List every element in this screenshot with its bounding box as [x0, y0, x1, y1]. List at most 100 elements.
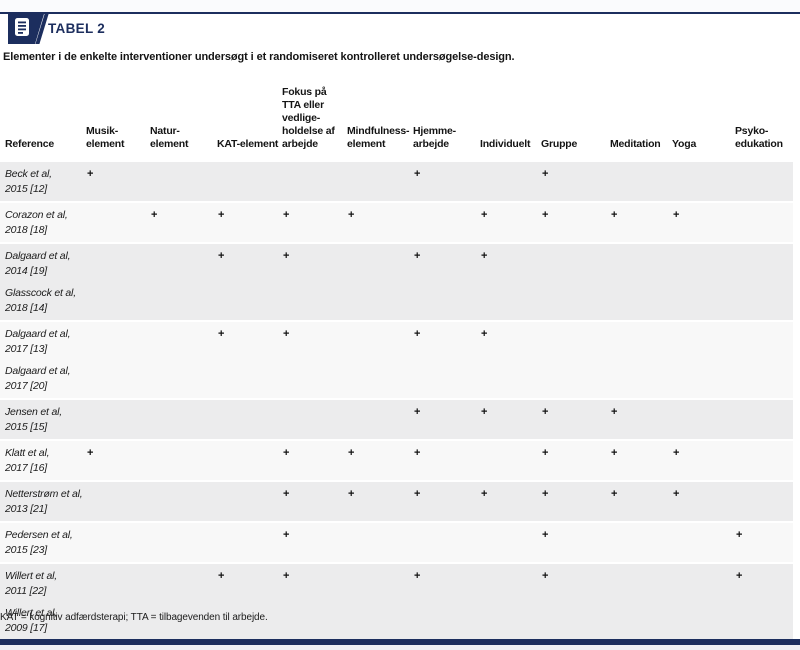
mark-meditation: + [611, 488, 618, 500]
mark-yoga [672, 523, 735, 562]
mark-psyko [735, 482, 793, 521]
mark-kat: + [218, 209, 225, 221]
table-row: Willert et al, 2011 [22] Willert et al, 200… [0, 564, 793, 640]
mark-hjemme [413, 523, 480, 562]
mark-mindfulness: + [348, 488, 355, 500]
mark-gruppe [541, 322, 610, 398]
reference-entry: Jensen et al, 2015 [15] [5, 406, 62, 433]
bottom-strip [0, 645, 800, 650]
mark-fokus: + [283, 570, 290, 582]
mark-natur: + [151, 209, 158, 221]
bottom-bar [0, 639, 800, 645]
mark-mindfulness [347, 322, 413, 398]
reference-entry: Dalgaard et al, 2017 [20] [5, 365, 71, 392]
mark-fokus: + [283, 328, 290, 340]
mark-musik [86, 244, 150, 320]
reference-entry: Willert et al, 2011 [22] [5, 570, 57, 597]
mark-psyko: + [736, 529, 743, 541]
table-badge [8, 14, 44, 44]
column-header-meditation: Meditation [610, 138, 661, 150]
reference-entry: Dalgaard et al, 2014 [19] [5, 250, 71, 277]
mark-individuelt: + [481, 209, 488, 221]
document-icon [14, 17, 30, 42]
mark-gruppe: + [542, 529, 549, 541]
mark-natur [150, 162, 217, 201]
mark-yoga: + [673, 488, 680, 500]
mark-yoga [672, 400, 735, 439]
mark-kat: + [218, 570, 225, 582]
table-row: Pedersen et al, 2015 [23] + + + [0, 523, 793, 562]
table-tag: TABEL 2 [48, 21, 106, 36]
mark-kat: + [218, 328, 225, 340]
mark-psyko [735, 203, 793, 242]
mark-meditation [610, 523, 672, 562]
column-header-mindfulness: Mindfulness-element [347, 125, 410, 150]
mark-natur [150, 441, 217, 480]
reference-cell: Pedersen et al, 2015 [23] [5, 523, 86, 562]
reference-cell: Dalgaard et al, 2014 [19] Glasscock et al,… [5, 244, 86, 320]
mark-meditation [610, 564, 672, 640]
mark-yoga: + [673, 209, 680, 221]
mark-individuelt [480, 564, 541, 640]
reference-cell: Jensen et al, 2015 [15] [5, 400, 86, 439]
reference-cell: Klatt et al, 2017 [16] [5, 441, 86, 480]
mark-kat [217, 482, 282, 521]
reference-entry: Beck et al, 2015 [12] [5, 168, 52, 195]
table-footnote: KAT = kognitiv adfærdsterapi; TTA = tilb… [0, 612, 268, 623]
mark-individuelt [480, 162, 541, 201]
mark-mindfulness [347, 162, 413, 201]
mark-mindfulness [347, 400, 413, 439]
mark-fokus: + [283, 529, 290, 541]
mark-hjemme: + [414, 328, 421, 340]
mark-musik [86, 482, 150, 521]
table-body: Beck et al, 2015 [12] + + + Corazon et al, 201… [0, 162, 793, 642]
mark-meditation [610, 322, 672, 398]
mark-individuelt: + [481, 250, 488, 262]
mark-meditation: + [611, 447, 618, 459]
mark-natur [150, 523, 217, 562]
mark-psyko [735, 441, 793, 480]
mark-kat [217, 441, 282, 480]
mark-individuelt [480, 441, 541, 480]
reference-cell: Dalgaard et al, 2017 [13] Dalgaard et al, 2… [5, 322, 86, 398]
mark-musik [86, 564, 150, 640]
table-row: Beck et al, 2015 [12] + + + [0, 162, 793, 201]
mark-psyko [735, 244, 793, 320]
mark-natur [150, 482, 217, 521]
mark-hjemme: + [414, 447, 421, 459]
mark-gruppe [541, 244, 610, 320]
column-header-psyko: Psyko-edukation [735, 125, 783, 150]
mark-kat [217, 400, 282, 439]
mark-hjemme: + [414, 406, 421, 418]
mark-gruppe: + [542, 447, 549, 459]
mark-natur [150, 322, 217, 398]
mark-mindfulness: + [348, 209, 355, 221]
column-header-yoga: Yoga [672, 138, 697, 150]
mark-yoga [672, 322, 735, 398]
mark-yoga [672, 564, 735, 640]
mark-gruppe: + [542, 168, 549, 180]
mark-fokus [282, 162, 347, 201]
mark-gruppe: + [542, 406, 549, 418]
mark-meditation: + [611, 209, 618, 221]
column-header-fokus: Fokus på TTA eller vedlige-holdelse af arbe… [282, 86, 335, 150]
column-header-hjemme: Hjemme-arbejde [413, 125, 456, 150]
top-strip [0, 0, 800, 12]
mark-yoga: + [673, 447, 680, 459]
column-header-reference: Reference [5, 138, 54, 150]
mark-psyko: + [736, 570, 743, 582]
reference-entry: Netterstrøm et al, 2013 [21] [5, 488, 83, 515]
mark-gruppe: + [542, 488, 549, 500]
mark-individuelt: + [481, 488, 488, 500]
mark-fokus [282, 400, 347, 439]
table-row: Jensen et al, 2015 [15] + + + + [0, 400, 793, 439]
mark-musik [86, 203, 150, 242]
table-row: Klatt et al, 2017 [16] + + + + + + + [0, 441, 793, 480]
reference-entry: Klatt et al, 2017 [16] [5, 447, 50, 474]
table-header-row: Reference Musik-element Natur-element KAT-e… [0, 80, 798, 160]
mark-natur [150, 244, 217, 320]
table-caption: Elementer i de enkelte interventioner un… [3, 51, 515, 63]
mark-hjemme: + [414, 570, 421, 582]
mark-fokus: + [283, 447, 290, 459]
